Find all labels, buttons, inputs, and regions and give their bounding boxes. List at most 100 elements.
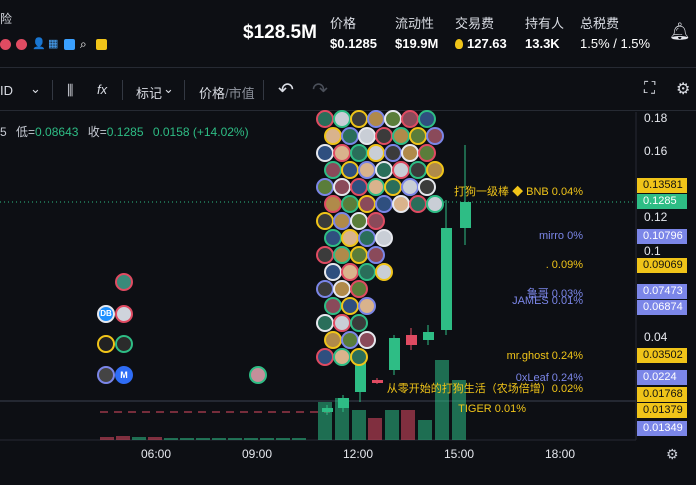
trader-avatar[interactable]	[350, 314, 368, 332]
trader-avatar[interactable]	[418, 144, 436, 162]
trader-avatar[interactable]	[392, 195, 410, 213]
trader-avatar[interactable]	[358, 195, 376, 213]
trader-avatar[interactable]	[409, 195, 427, 213]
trader-avatar[interactable]	[375, 127, 393, 145]
trader-avatar[interactable]	[333, 280, 351, 298]
trader-avatar[interactable]	[375, 161, 393, 179]
telegram-icon[interactable]	[64, 39, 75, 50]
trader-avatar[interactable]	[316, 110, 334, 128]
trader-avatar[interactable]	[367, 246, 385, 264]
candle-type-icon[interactable]: ⫼	[67, 82, 74, 98]
trader-avatar[interactable]	[426, 127, 444, 145]
trader-avatar[interactable]	[401, 178, 419, 196]
alert-bell-icon[interactable]: 🔔︎	[669, 22, 691, 41]
trader-avatar[interactable]	[324, 263, 342, 281]
trader-avatar[interactable]	[409, 161, 427, 179]
price-toggle[interactable]: 价格/市值	[199, 83, 255, 102]
mark-button[interactable]: 标记	[136, 86, 163, 101]
trader-avatar[interactable]	[426, 195, 444, 213]
trader-avatar[interactable]	[367, 178, 385, 196]
trader-avatar[interactable]	[115, 335, 133, 353]
trader-avatar[interactable]	[333, 178, 351, 196]
undo-icon[interactable]: ↶	[278, 80, 294, 101]
trader-avatar[interactable]	[392, 161, 410, 179]
trader-avatar[interactable]	[316, 178, 334, 196]
trader-avatar[interactable]	[333, 348, 351, 366]
trader-avatar[interactable]	[384, 178, 402, 196]
trader-avatar[interactable]	[249, 366, 267, 384]
search-icon[interactable]: ⌕	[80, 37, 87, 51]
trader-avatar[interactable]	[341, 263, 359, 281]
trader-avatar[interactable]	[316, 212, 334, 230]
trader-avatar[interactable]	[367, 212, 385, 230]
trader-avatar[interactable]	[316, 144, 334, 162]
trader-avatar[interactable]	[324, 127, 342, 145]
trader-avatar[interactable]	[375, 229, 393, 247]
trader-avatar[interactable]	[316, 314, 334, 332]
trader-avatar[interactable]	[409, 127, 427, 145]
trader-avatar[interactable]	[324, 229, 342, 247]
trader-avatar[interactable]	[418, 178, 436, 196]
trader-avatar[interactable]	[316, 348, 334, 366]
block-icon[interactable]	[16, 39, 27, 50]
user-icon[interactable]: 👤	[32, 38, 46, 50]
trader-avatar[interactable]	[115, 305, 133, 323]
trader-avatar[interactable]	[341, 229, 359, 247]
trader-avatar[interactable]	[401, 144, 419, 162]
trader-avatar[interactable]	[358, 263, 376, 281]
trader-avatar[interactable]	[341, 331, 359, 349]
currency-select[interactable]: ID	[0, 83, 13, 98]
indicators-icon[interactable]: fx	[97, 82, 108, 97]
chevron-down-icon[interactable]: ⌄	[30, 81, 41, 96]
trader-avatar[interactable]	[350, 178, 368, 196]
trader-avatar[interactable]	[358, 297, 376, 315]
trader-avatar[interactable]	[375, 263, 393, 281]
axis-settings-icon[interactable]: ⚙	[666, 446, 679, 462]
trader-avatar[interactable]	[97, 335, 115, 353]
trader-avatar[interactable]	[341, 297, 359, 315]
trader-avatar[interactable]	[350, 246, 368, 264]
trader-avatar-db[interactable]: DB	[97, 305, 115, 323]
trader-avatar[interactable]	[333, 110, 351, 128]
trader-avatar[interactable]	[350, 348, 368, 366]
trader-avatar[interactable]	[333, 144, 351, 162]
trader-avatar[interactable]	[333, 212, 351, 230]
trader-avatar[interactable]	[324, 297, 342, 315]
trader-avatar[interactable]	[341, 127, 359, 145]
trader-avatar[interactable]	[333, 246, 351, 264]
trader-avatar[interactable]	[418, 110, 436, 128]
redo-icon[interactable]: ↷	[312, 80, 328, 101]
trader-avatar[interactable]	[358, 127, 376, 145]
trader-avatar[interactable]	[426, 161, 444, 179]
trader-avatar[interactable]	[384, 110, 402, 128]
fullscreen-icon[interactable]: ⛶	[644, 80, 656, 97]
trader-avatar[interactable]	[350, 110, 368, 128]
trader-avatar[interactable]	[333, 314, 351, 332]
trader-avatar[interactable]	[350, 144, 368, 162]
trader-avatar[interactable]	[358, 229, 376, 247]
grid-icon[interactable]: ▦	[48, 38, 59, 50]
settings-gear-icon[interactable]: ⚙	[676, 81, 691, 98]
trader-avatar[interactable]	[316, 280, 334, 298]
mcap-toggle-label[interactable]: /市值	[225, 86, 255, 101]
trader-avatar[interactable]	[401, 110, 419, 128]
trader-avatar[interactable]	[350, 280, 368, 298]
globe-icon[interactable]	[0, 39, 11, 50]
trader-avatar[interactable]	[97, 366, 115, 384]
trader-avatar[interactable]	[324, 195, 342, 213]
trader-avatar[interactable]	[324, 161, 342, 179]
trader-avatar[interactable]	[375, 195, 393, 213]
trader-avatar[interactable]	[350, 212, 368, 230]
chevron-down-icon[interactable]: ⌄	[163, 81, 174, 96]
trader-avatar-m[interactable]: M	[115, 366, 133, 384]
trader-avatar[interactable]	[341, 161, 359, 179]
trader-avatar[interactable]	[341, 195, 359, 213]
book-icon[interactable]	[96, 39, 107, 50]
trader-avatar[interactable]	[358, 331, 376, 349]
trader-avatar[interactable]	[358, 161, 376, 179]
trader-avatar[interactable]	[324, 331, 342, 349]
trader-avatar[interactable]	[115, 273, 133, 291]
trader-avatar[interactable]	[367, 144, 385, 162]
trader-avatar[interactable]	[367, 110, 385, 128]
